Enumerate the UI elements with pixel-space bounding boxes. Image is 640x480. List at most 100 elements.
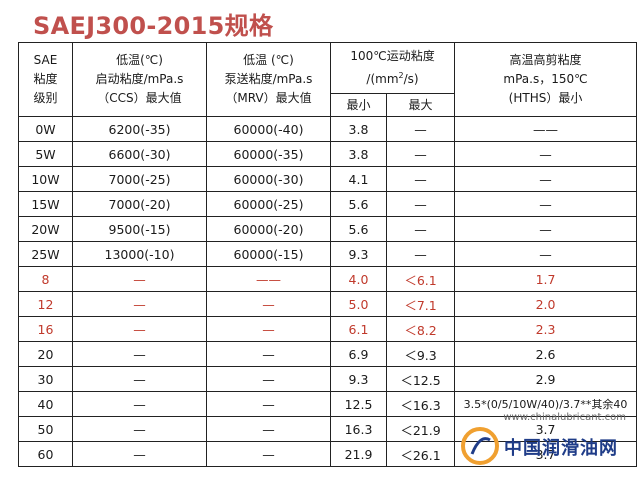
cell-mrv: 60000(-15) (206, 241, 331, 267)
cell-kv-max: ＜6.1 (385, 266, 456, 292)
cell-mrv: — (206, 291, 331, 317)
cell-mrv: — (206, 316, 331, 342)
header-kv-min: 最小 (330, 93, 387, 117)
header-kv-unit: /(mm2/s) (366, 71, 419, 86)
chinalubricant-logo-icon (461, 427, 499, 465)
watermark: www.chinalubricant.com 中国润滑油网 (430, 412, 630, 470)
cell-kv-max: ＜21.9 (385, 416, 456, 442)
cell-ccs: 13000(-10) (72, 241, 207, 267)
cell-hths: — (454, 216, 638, 242)
cell-grade: 16 (18, 316, 73, 342)
cell-grade: 40 (18, 391, 73, 417)
cell-kv-max: — (385, 166, 456, 192)
cell-grade: 20 (18, 341, 73, 367)
cell-grade: 20W (18, 216, 73, 242)
cell-ccs: — (72, 441, 207, 467)
cell-grade: 30 (18, 366, 73, 392)
header-subrow: 最小 最大 (19, 93, 637, 117)
table-row: 8— —— 4.0 ＜6.1 1.7 (18, 266, 638, 292)
cell-ccs: 6600(-30) (72, 141, 207, 167)
cell-kv-max: ＜26.1 (385, 441, 456, 467)
cell-kv-min: 5.6 (330, 191, 387, 217)
header-hths: 高温高剪粘度 mPa.s，150℃ (HTHS）最小 (454, 42, 638, 117)
cell-mrv: 60000(-20) (206, 216, 331, 242)
cell-mrv: — (206, 341, 331, 367)
header-kv: 100℃运动粘度 /(mm2/s) (329, 42, 456, 94)
cell-kv-min: 3.8 (330, 141, 387, 167)
cell-kv-min: 3.8 (330, 116, 387, 142)
cell-kv-max: — (385, 116, 456, 142)
cell-hths: — (454, 241, 638, 267)
cell-hths: — (454, 191, 638, 217)
cell-mrv: 60000(-35) (206, 141, 331, 167)
table-row: 20W 9500(-15) 60000(-20) 5.6— — (18, 216, 638, 242)
cell-kv-min: 9.3 (330, 366, 387, 392)
cell-kv-max: ＜9.3 (385, 341, 456, 367)
header-ccs: 低温(℃) 启动粘度/mPa.s （CCS）最大值 (72, 42, 207, 117)
header-mrv: 低温 (℃) 泵送粘度/mPa.s （MRV）最大值 (206, 42, 331, 117)
cell-mrv: — (206, 416, 331, 442)
cell-grade: 12 (18, 291, 73, 317)
cell-ccs: 9500(-15) (72, 216, 207, 242)
cell-mrv: 60000(-25) (206, 191, 331, 217)
spec-table: SAE 粘度 级别 低温(℃) 启动粘度/mPa.s （CCS）最大值 低温 (… (18, 42, 638, 467)
cell-kv-min: 12.5 (330, 391, 387, 417)
cell-mrv: — (206, 391, 331, 417)
table-row: 5W 6600(-30) 60000(-35) 3.8— — (18, 141, 638, 167)
table-row: 60— —21.9 ＜26.1 3.7 (18, 441, 638, 467)
cell-hths: —— (454, 116, 638, 142)
cell-ccs: 6200(-35) (72, 116, 207, 142)
cell-mrv: —— (206, 266, 331, 292)
cell-ccs: 7000(-20) (72, 191, 207, 217)
cell-kv-min: 6.1 (330, 316, 387, 342)
cell-kv-min: 16.3 (330, 416, 387, 442)
table-row: 10W 7000(-25) 60000(-30) 4.1— — (18, 166, 638, 192)
cell-kv-min: 4.1 (330, 166, 387, 192)
header-kv-max: 最大 (385, 93, 456, 117)
cell-hths: 3.5*(0/5/10W/40)/3.7**其余40 (454, 391, 638, 417)
cell-grade: 60 (18, 441, 73, 467)
cell-mrv: — (206, 366, 331, 392)
table-body: 0W 6200(-35) 60000(-40) 3.8— —— 5W 6600(-30) 60… (18, 116, 638, 467)
cell-hths: 2.9 (454, 366, 638, 392)
cell-kv-max: ＜12.5 (385, 366, 456, 392)
table-row: 12— —5.0 ＜7.1 2.0 (18, 291, 638, 317)
watermark-url: www.chinalubricant.com (503, 412, 626, 423)
cell-grade: 5W (18, 141, 73, 167)
cell-mrv: 60000(-30) (206, 166, 331, 192)
cell-kv-min: 9.3 (330, 241, 387, 267)
cell-hths: — (454, 141, 638, 167)
cell-ccs: — (72, 291, 207, 317)
cell-ccs: — (72, 366, 207, 392)
cell-grade: 8 (18, 266, 73, 292)
cell-hths: 2.3 (454, 316, 638, 342)
table-row: 15W 7000(-20) 60000(-25) 5.6— — (18, 191, 638, 217)
table-row: 40— —12.5 ＜16.3 3.5*(0/5/10W/40)/3.7**其余40 (18, 391, 638, 417)
cell-kv-max: — (385, 191, 456, 217)
table-row: 20— —6.9 ＜9.3 2.6 (18, 341, 638, 367)
cell-kv-max: — (385, 241, 456, 267)
cell-ccs: — (72, 391, 207, 417)
cell-kv-min: 6.9 (330, 341, 387, 367)
cell-kv-max: ＜7.1 (385, 291, 456, 317)
cell-hths: 2.0 (454, 291, 638, 317)
table-row: 16— —6.1 ＜8.2 2.3 (18, 316, 638, 342)
cell-ccs: — (72, 266, 207, 292)
table-row: 0W 6200(-35) 60000(-40) 3.8— —— (18, 116, 638, 142)
cell-ccs: — (72, 341, 207, 367)
cell-grade: 15W (18, 191, 73, 217)
cell-hths: 2.6 (454, 341, 638, 367)
header-row: SAE 粘度 级别 低温(℃) 启动粘度/mPa.s （CCS）最大值 低温 (… (18, 42, 638, 117)
cell-hths: 1.7 (454, 266, 638, 292)
cell-hths: — (454, 166, 638, 192)
cell-ccs: — (72, 316, 207, 342)
cell-grade: 0W (18, 116, 73, 142)
header-sae: SAE 粘度 级别 (18, 42, 73, 117)
cell-kv-max: — (385, 141, 456, 167)
table-row: 25W 13000(-10) 60000(-15) 9.3— — (18, 241, 638, 267)
cell-kv-max: ＜8.2 (385, 316, 456, 342)
cell-kv-min: 5.6 (330, 216, 387, 242)
cell-kv-min: 21.9 (330, 441, 387, 467)
cell-ccs: 7000(-25) (72, 166, 207, 192)
cell-grade: 25W (18, 241, 73, 267)
